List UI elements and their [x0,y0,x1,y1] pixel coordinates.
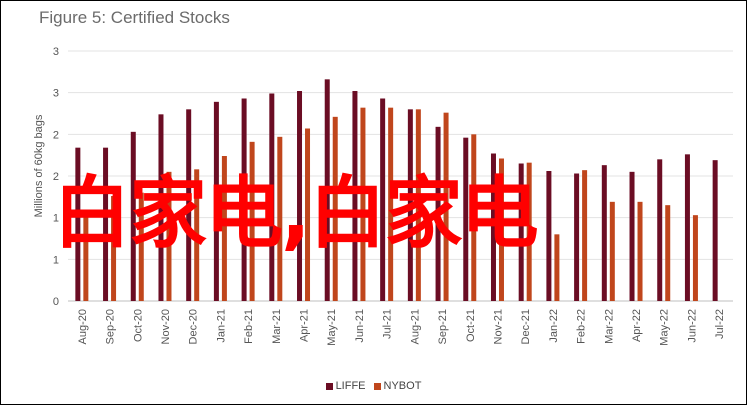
x-tick-label: Feb-22 [576,309,588,344]
x-tick-label: Sep-20 [105,309,117,344]
bar-nybot [582,170,588,301]
x-tick-label: Dec-21 [520,309,532,344]
bar-liffe [601,165,607,301]
y-tick-label: 3 [53,46,59,58]
x-tick-label: May-22 [659,309,671,346]
x-tick-label: Jun-22 [686,309,698,343]
x-tick-label: Jan-22 [548,309,560,343]
x-tick-label: Mar-22 [603,309,615,344]
bar-nybot [332,116,338,301]
x-tick-label: Feb-21 [243,309,255,344]
bar-liffe [574,173,580,301]
x-tick-label: Jan-21 [215,309,227,343]
bar-nybot [166,171,172,301]
y-tick-label: 2 [53,171,59,183]
x-tick-label: Oct-21 [465,309,477,342]
bar-nybot [665,205,671,301]
bar-nybot [554,234,560,301]
bar-liffe [130,131,136,301]
x-tick-label: Aug-20 [77,309,89,344]
legend-item-liffe: LIFFE [325,380,366,392]
x-tick-label: Jul-22 [714,309,726,339]
bar-liffe [629,171,635,301]
bar-nybot [305,128,311,301]
x-tick-label: Apr-22 [631,309,643,342]
y-tick-label: 1 [53,213,59,225]
chart-title: Figure 5: Certified Stocks [39,8,230,27]
x-tick-label: Nov-21 [492,309,504,344]
bar-nybot [249,141,255,301]
bar-nybot [138,192,144,301]
y-tick-label: 1 [53,254,59,266]
bar-nybot [277,136,283,301]
y-axis-label: Millions of 60kg bags [33,114,45,217]
legend-swatch [325,382,333,390]
bar-liffe [657,159,663,301]
bar-liffe [435,126,441,301]
x-tick-label: Jul-21 [382,309,394,339]
bar-nybot [471,134,477,301]
bar-liffe [75,147,81,301]
bar-liffe [241,98,247,301]
bar-liffe [463,137,469,301]
bar-liffe [213,101,219,301]
y-tick-label: 3 [53,88,59,100]
legend-item-nybot: NYBOT [373,380,422,392]
x-tick-label: Sep-21 [437,309,449,344]
bar-liffe [352,91,358,301]
y-tick-label: 2 [53,129,59,141]
bar-nybot [221,156,227,301]
legend-label: NYBOT [383,380,422,392]
bar-liffe [518,163,524,301]
bar-liffe [186,109,192,301]
bar-nybot [443,112,449,302]
x-tick-label: Jun-21 [354,309,366,343]
bar-nybot [526,162,532,301]
bar-liffe [712,160,718,301]
bar-nybot [692,215,698,301]
bar-liffe [546,171,552,301]
bar-liffe [684,154,690,301]
x-tick-label: Apr-21 [299,309,311,342]
bar-nybot [111,196,117,301]
legend-swatch [373,382,381,390]
y-tick-label: 0 [53,296,59,308]
chart-legend: LIFFE NYBOT [1,380,746,393]
bar-liffe [407,109,413,301]
x-tick-label: Oct-20 [132,309,144,342]
bar-nybot [83,213,89,301]
bar-nybot [637,201,643,301]
x-tick-label: Mar-21 [271,309,283,344]
bar-liffe [297,91,303,301]
bar-nybot [388,107,394,302]
bar-liffe [380,98,386,301]
x-tick-label: Aug-21 [409,309,421,344]
x-tick-label: May-21 [326,309,338,346]
bar-liffe [324,79,330,301]
bar-liffe [103,147,109,301]
bar-nybot [415,109,421,301]
x-tick-label: Nov-20 [160,309,172,344]
bar-nybot [360,107,366,302]
x-tick-label: Dec-20 [188,309,200,344]
bar-liffe [158,114,164,301]
bar-liffe [490,153,496,301]
bar-nybot [194,169,200,301]
bar-nybot [609,201,615,301]
bar-liffe [269,93,275,301]
bar-nybot [498,158,504,301]
legend-label: LIFFE [335,380,366,392]
